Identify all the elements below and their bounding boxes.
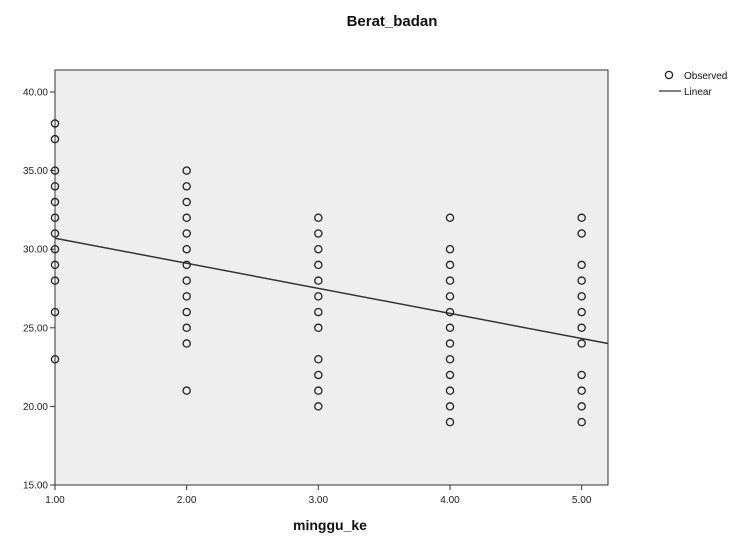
observed-point (50, 119, 60, 128)
plot-area (54, 69, 609, 486)
observed-point (577, 213, 586, 223)
observed-point (182, 323, 191, 333)
observed-point (182, 213, 191, 223)
y-tick-label: 20.00 (23, 402, 48, 413)
observed-point (182, 229, 191, 238)
observed-point (314, 244, 323, 254)
observed-point (50, 197, 60, 207)
observed-point (445, 370, 455, 380)
y-tick-label: 25.00 (23, 323, 48, 334)
observed-point (314, 386, 323, 395)
observed-point (182, 182, 191, 191)
observed-markers (50, 119, 586, 427)
x-tick-label: 4.00 (440, 495, 460, 506)
observed-point (50, 213, 60, 223)
fit-line-group (54, 237, 609, 345)
observed-point (314, 402, 323, 411)
observed-point (445, 402, 455, 411)
observed-point (577, 292, 586, 301)
observed-point (445, 213, 455, 223)
observed-point (577, 370, 586, 380)
observed-point (445, 276, 455, 285)
observed-point (314, 370, 323, 380)
observed-point (50, 354, 60, 364)
y-axis: 15.00 20.00 25.00 30.00 35.00 40.00 (23, 88, 55, 492)
observed-point (182, 292, 191, 301)
observed-point (577, 260, 586, 270)
observed-point (50, 182, 60, 191)
observed-point (577, 417, 586, 427)
observed-point (445, 292, 455, 301)
observed-point (577, 386, 586, 395)
observed-point (445, 307, 455, 317)
observed-point (445, 244, 455, 254)
observed-point (50, 276, 60, 285)
observed-point (50, 134, 60, 144)
observed-point (445, 260, 455, 270)
y-tick-label: 40.00 (23, 88, 48, 99)
observed-point (445, 354, 455, 364)
observed-point (182, 197, 191, 207)
x-axis-label: minggu_ke (293, 517, 367, 533)
observed-point (314, 213, 323, 223)
observed-point (314, 292, 323, 301)
observed-point (577, 339, 586, 348)
observed-point (182, 244, 191, 254)
chart-title: Berat_badan (347, 13, 438, 30)
observed-point (314, 229, 323, 238)
observed-point (445, 386, 455, 395)
y-tick-label: 30.00 (23, 245, 48, 256)
linear-fit-line (54, 237, 609, 345)
observed-point (50, 244, 60, 254)
legend-linear-label: Linear (684, 87, 712, 98)
observed-point (445, 417, 455, 427)
observed-point (182, 386, 191, 395)
observed-point (50, 229, 60, 238)
observed-point (577, 402, 586, 411)
observed-point (50, 307, 60, 317)
observed-point (182, 166, 191, 175)
observed-point (577, 276, 586, 285)
observed-point (314, 354, 323, 364)
observed-point (182, 307, 191, 317)
observed-point (50, 260, 60, 270)
legend: Observed Linear (659, 70, 727, 98)
observed-point (314, 307, 323, 317)
observed-point (314, 276, 323, 285)
observed-point (314, 260, 323, 270)
observed-point (182, 339, 191, 348)
y-tick-label: 15.00 (23, 481, 48, 492)
observed-point (182, 276, 191, 285)
observed-point (314, 323, 323, 333)
x-tick-label: 2.00 (177, 495, 197, 506)
observed-point (50, 166, 60, 175)
x-tick-label: 3.00 (309, 495, 329, 506)
x-axis: 1.00 2.00 3.00 4.00 5.00 (45, 485, 592, 506)
observed-point (577, 323, 586, 333)
observed-point (577, 307, 586, 317)
x-tick-label: 1.00 (45, 495, 65, 506)
y-tick-label: 35.00 (23, 166, 48, 177)
observed-point (445, 323, 455, 333)
observed-point (445, 339, 455, 348)
observed-point (577, 229, 586, 238)
legend-observed-marker (664, 70, 674, 80)
legend-observed-label: Observed (684, 71, 727, 82)
observed-point (182, 260, 191, 270)
x-tick-label: 5.00 (572, 495, 592, 506)
